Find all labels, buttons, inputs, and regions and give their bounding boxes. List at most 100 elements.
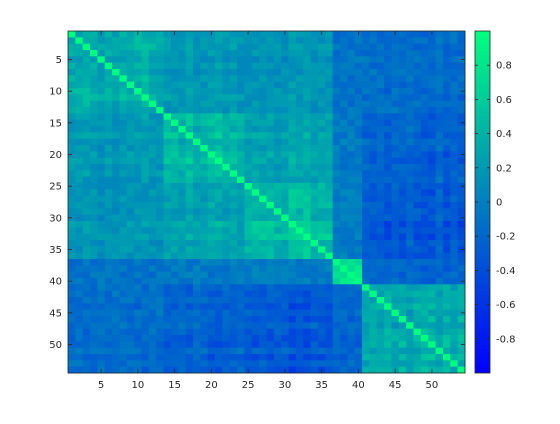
heatmap-cell	[200, 278, 209, 285]
heatmap-cell	[369, 37, 378, 45]
heatmap-cell	[82, 259, 91, 266]
heatmap-cell	[156, 157, 164, 165]
heatmap-cell	[82, 366, 91, 374]
heatmap-cell	[156, 56, 164, 64]
heatmap-cell	[170, 316, 179, 323]
heatmap-cell	[303, 303, 312, 311]
heatmap-cell	[420, 151, 429, 159]
heatmap-cell	[82, 138, 91, 146]
heatmap-cell	[391, 100, 400, 108]
heatmap-cell	[332, 227, 341, 235]
heatmap-cell	[75, 37, 84, 45]
heatmap-cell	[229, 297, 238, 304]
heatmap-cell	[170, 94, 179, 102]
heatmap-cell	[163, 290, 172, 298]
heatmap-cell	[75, 309, 84, 317]
heatmap-cell	[141, 75, 150, 83]
heatmap-cell	[251, 208, 260, 216]
heatmap-cell	[295, 176, 304, 184]
heatmap-cell	[354, 252, 363, 260]
heatmap-cell	[295, 50, 304, 57]
heatmap-cell	[251, 322, 260, 330]
heatmap-cell	[156, 322, 164, 330]
x-tick-label: 45	[389, 380, 402, 391]
heatmap-cell	[251, 259, 260, 266]
heatmap-cell	[428, 341, 436, 349]
heatmap-cell	[104, 69, 113, 76]
heatmap-cell	[82, 309, 91, 317]
heatmap-cell	[273, 214, 282, 222]
heatmap-cell	[119, 221, 128, 228]
heatmap-cell	[119, 335, 128, 342]
heatmap-cell	[207, 354, 216, 361]
heatmap-cell	[332, 43, 341, 51]
heatmap-cell	[244, 354, 253, 361]
heatmap-cell	[288, 151, 297, 159]
heatmap-cell	[244, 195, 253, 203]
heatmap-cell	[384, 145, 392, 152]
heatmap-cell	[237, 56, 245, 64]
heatmap-cell	[442, 94, 451, 102]
heatmap-cell	[156, 271, 164, 279]
heatmap-cell	[185, 94, 194, 102]
heatmap-cell	[435, 214, 444, 222]
heatmap-cell	[295, 62, 304, 70]
heatmap-cell	[347, 265, 356, 273]
heatmap-cell	[450, 328, 459, 336]
heatmap-cell	[148, 107, 157, 114]
heatmap-cell	[222, 113, 231, 121]
heatmap-cell	[391, 189, 400, 197]
heatmap-cell	[215, 176, 223, 184]
heatmap-cell	[192, 100, 201, 108]
heatmap-cell	[450, 360, 459, 368]
heatmap-cell	[435, 75, 444, 83]
heatmap-cell	[317, 354, 326, 361]
heatmap-cell	[237, 354, 245, 361]
heatmap-cell	[354, 227, 363, 235]
heatmap-cell	[332, 290, 341, 298]
heatmap-cell	[215, 284, 223, 292]
heatmap-cell	[82, 240, 91, 247]
heatmap-cell	[119, 341, 128, 349]
heatmap-cell	[347, 100, 356, 108]
heatmap-cell	[376, 50, 385, 57]
heatmap-cell	[97, 233, 106, 241]
heatmap-cell	[163, 157, 172, 165]
heatmap-cell	[347, 322, 356, 330]
heatmap-cell	[428, 265, 436, 273]
heatmap-cell	[354, 157, 363, 165]
heatmap-cell	[97, 252, 106, 260]
heatmap-cell	[185, 214, 194, 222]
heatmap-cell	[369, 138, 378, 146]
heatmap-cell	[457, 284, 466, 292]
heatmap-cell	[288, 227, 297, 235]
heatmap-cell	[273, 233, 282, 241]
heatmap-cell	[288, 88, 297, 95]
heatmap-cell	[112, 221, 120, 228]
heatmap-cell	[229, 366, 238, 374]
heatmap-cell	[295, 183, 304, 190]
heatmap-cell	[229, 284, 238, 292]
heatmap-cell	[170, 208, 179, 216]
heatmap-cell	[420, 347, 429, 355]
heatmap-cell	[90, 360, 98, 368]
heatmap-cell	[347, 335, 356, 342]
heatmap-cell	[222, 100, 231, 108]
heatmap-cell	[406, 56, 414, 64]
heatmap-cell	[450, 208, 459, 216]
heatmap-cell	[141, 113, 150, 121]
heatmap-cell	[273, 309, 282, 317]
heatmap-cell	[185, 259, 194, 266]
heatmap-cell	[398, 151, 407, 159]
heatmap-cell	[362, 132, 370, 140]
heatmap-cell	[273, 316, 282, 323]
heatmap-cell	[376, 176, 385, 184]
heatmap-cell	[450, 170, 459, 178]
heatmap-cell	[428, 240, 436, 247]
heatmap-cell	[369, 100, 378, 108]
y-tick-label: 20	[49, 150, 62, 161]
heatmap-cell	[244, 151, 253, 159]
heatmap-cell	[141, 202, 150, 209]
heatmap-cell	[148, 341, 157, 349]
heatmap-cell	[141, 81, 150, 89]
